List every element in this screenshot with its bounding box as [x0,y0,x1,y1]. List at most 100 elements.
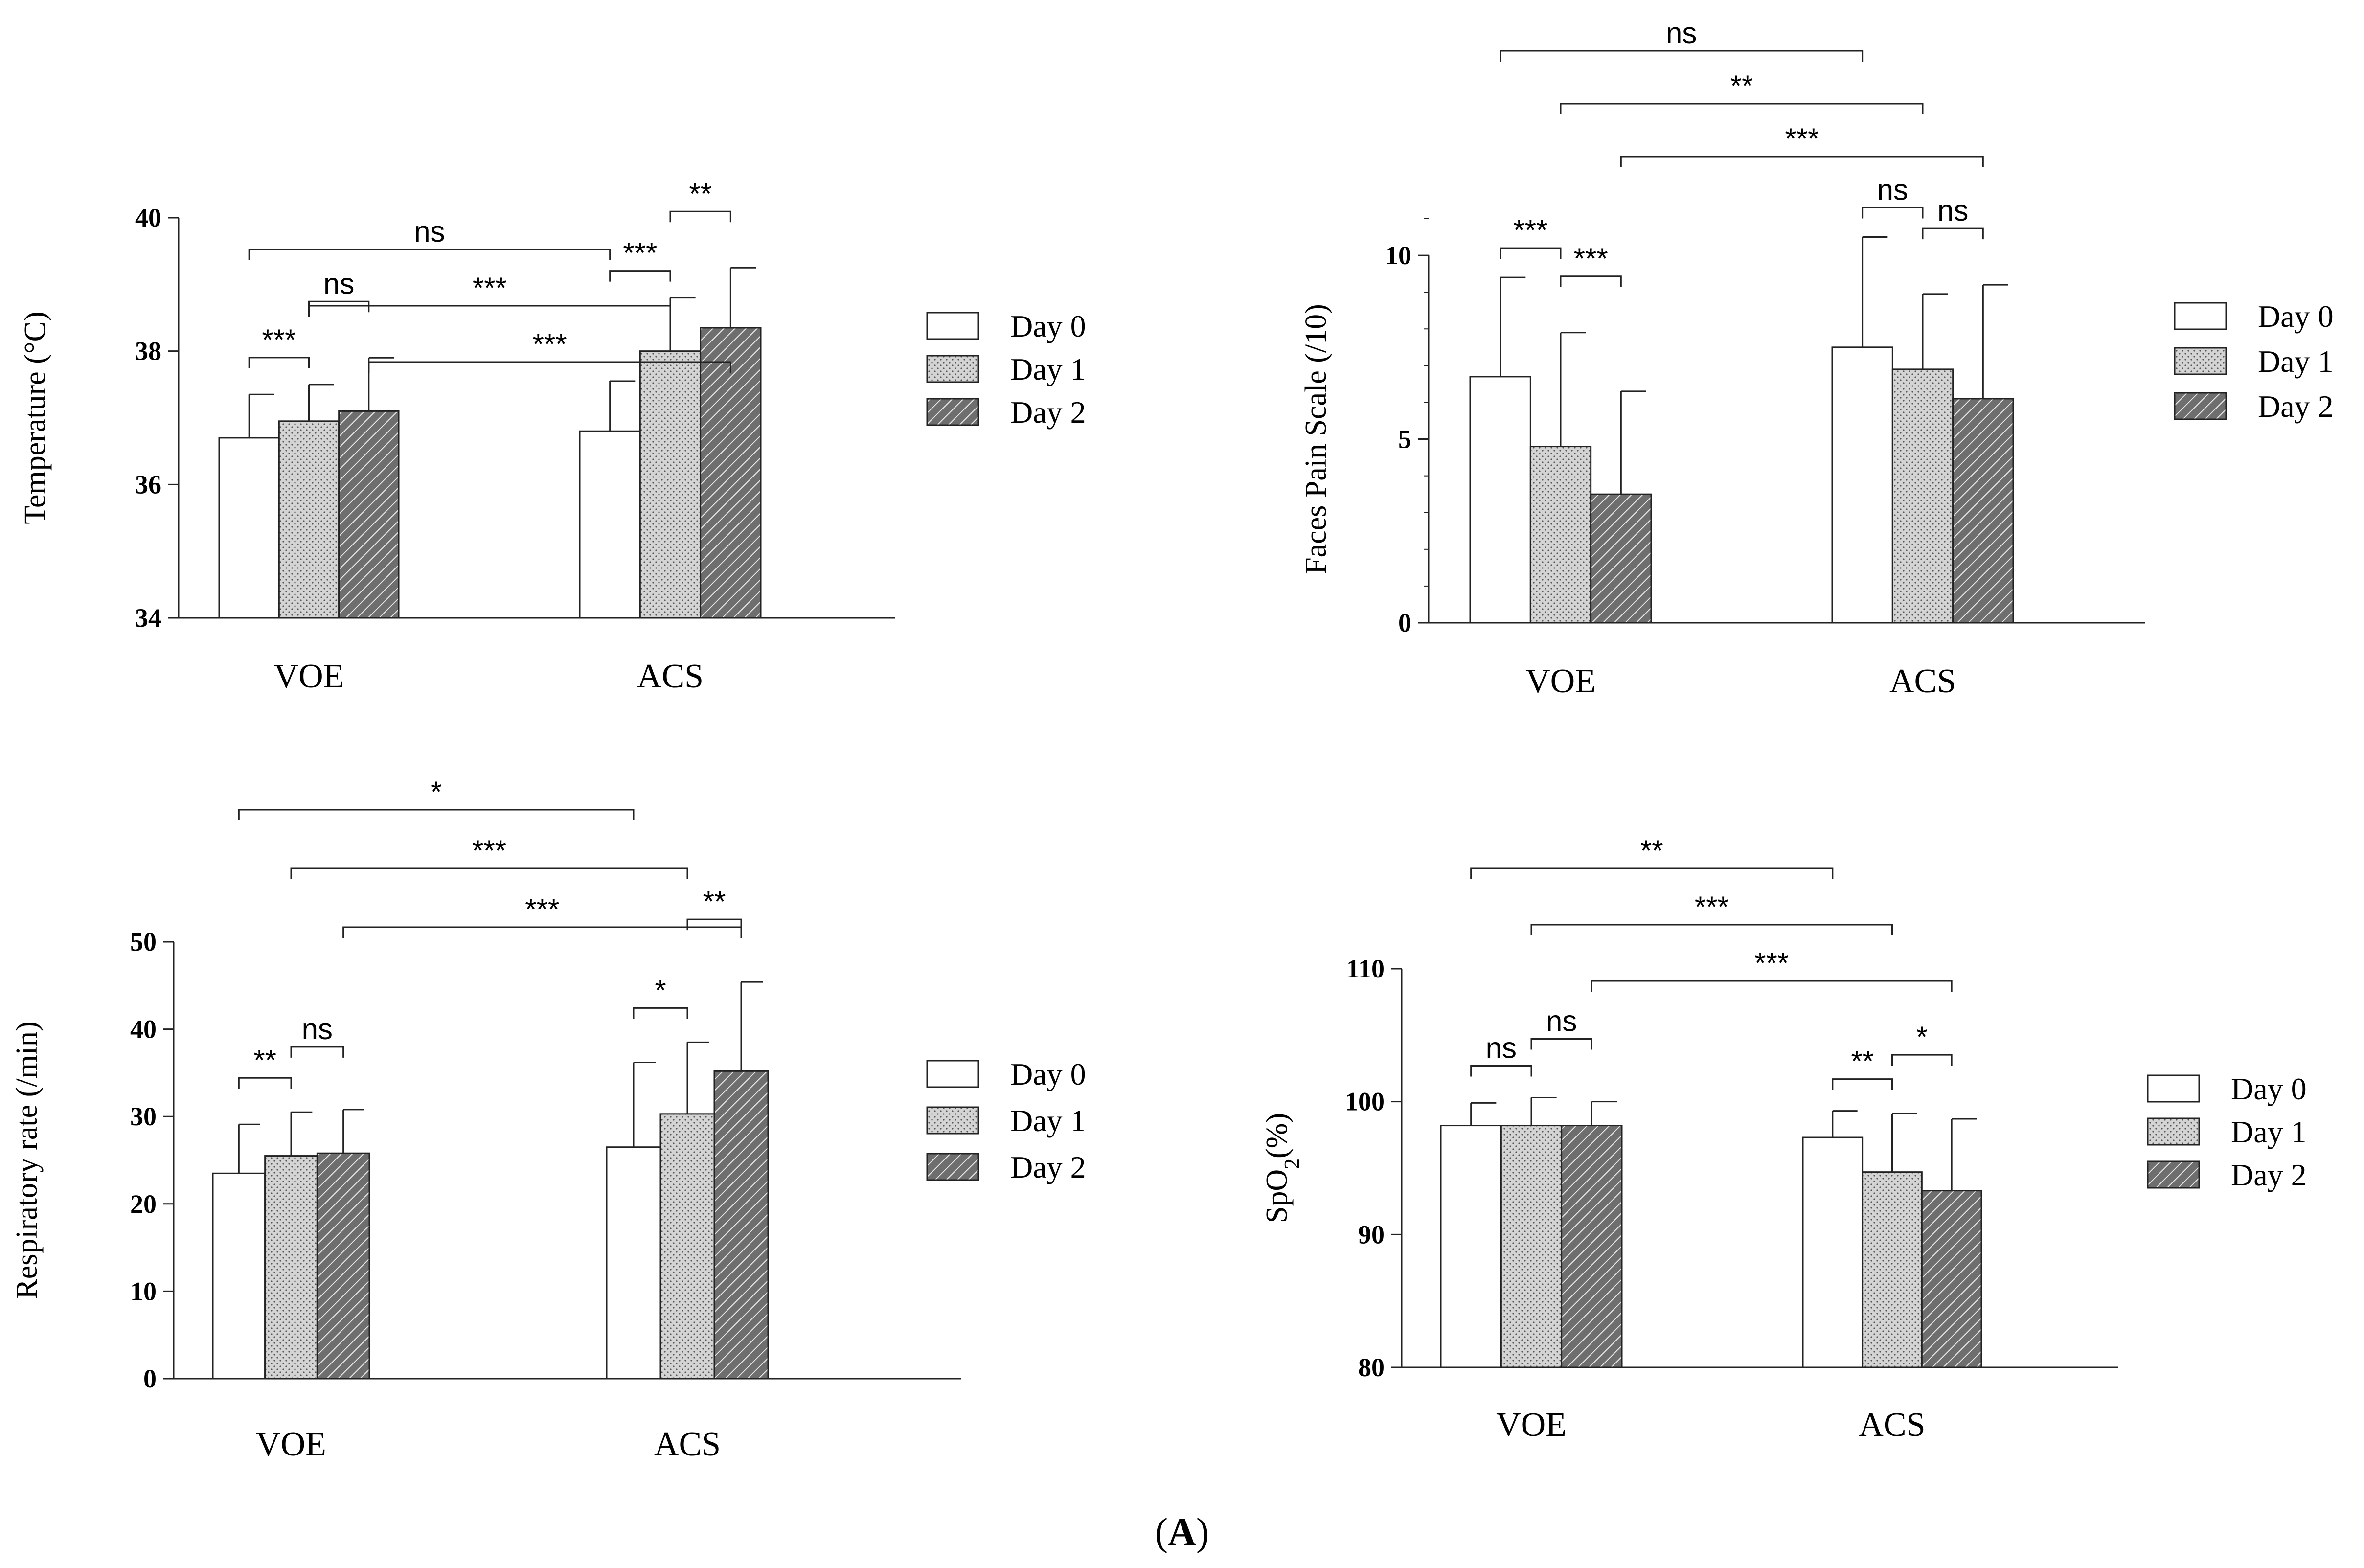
significance-label: ** [253,1044,276,1076]
significance-bracket [248,249,611,260]
significance-label: * [655,974,666,1006]
y-tick-label: 0 [1398,608,1411,637]
significance-bracket [290,1046,344,1058]
y-tick-label: 38 [135,337,161,366]
bar-acs-day-1 [1891,368,1954,624]
significance-label: ** [1640,834,1663,867]
significance-bracket [1591,980,1953,992]
y-tick-label: 40 [135,203,161,232]
significance-bracket [633,1007,688,1019]
significance-label: *** [472,834,506,867]
significance-bracket [1530,1038,1592,1050]
y-tick-label: 0 [143,1364,157,1393]
legend-label-day-0: Day 0 [2231,1071,2307,1106]
legend-label-day-1: Day 1 [1010,352,1086,386]
y-axis-label-main: Temperature (°C) [19,311,52,524]
significance-bracket [308,300,370,313]
y-axis-label-main: Faces Pain Scale (/10) [1299,304,1333,574]
figure-label-open: ( [1155,1511,1168,1554]
legend-label-day-1: Day 1 [2231,1114,2307,1149]
significance-bracket [368,361,731,373]
bar-acs-day-2 [713,1070,769,1380]
legend-swatch-day-0 [2174,302,2227,330]
bar-voe-day-2 [1590,493,1652,624]
figure-label-letter: A [1168,1511,1196,1554]
legend-swatch-day-1 [926,1106,979,1135]
significance-bracket [1500,247,1562,259]
significance-label: *** [623,237,657,270]
category-label-acs: ACS [1889,662,1956,700]
bar-voe-day-0 [1469,376,1531,624]
significance-label: *** [1754,947,1789,979]
bar-voe-day-1 [1500,1125,1563,1368]
y-tick-label: 5 [1398,425,1411,454]
significance-label: * [431,775,442,808]
significance-bracket [1560,103,1924,114]
significance-label: ns [1486,1032,1517,1065]
legend-label-day-1: Day 1 [1010,1103,1086,1138]
bar-acs-day-2 [1921,1190,1982,1368]
y-tick-label: 110 [1346,954,1385,983]
bar-acs-day-2 [1952,398,2014,624]
legend-swatch-day-0 [926,1060,979,1088]
significance-label: *** [1695,890,1729,923]
category-label-acs: ACS [1859,1406,1925,1444]
significance-label: ns [323,267,354,300]
y-tick-label: 40 [130,1015,157,1044]
respiratory-rate-panel: 0 10 20 30 40 50 Respiratory rate (/min) VOE ACS… [10,775,1086,1463]
significance-bracket [1832,1078,1893,1090]
significance-bracket [342,926,742,938]
significance-label: *** [533,328,567,361]
legend-label-day-0: Day 0 [1010,309,1086,343]
bar-voe-day-0 [212,1172,266,1380]
significance-bracket [248,357,310,368]
significance-label: ** [703,885,726,918]
category-label-voe: VOE [256,1426,326,1463]
category-label-voe: VOE [1525,662,1596,700]
bar-acs-day-0 [606,1146,661,1380]
legend-label-day-2: Day 2 [1010,1150,1086,1184]
significance-label: *** [1513,214,1547,247]
significance-label: * [1916,1021,1928,1053]
y-axis-label: Faces Pain Scale (/10) [1299,304,1333,574]
bar-acs-day-1 [1862,1171,1923,1368]
bar-acs-day-1 [659,1113,715,1380]
significance-label: *** [1574,242,1608,275]
bar-voe-day-2 [338,410,400,619]
significance-label: *** [1785,122,1819,155]
significance-bracket [609,270,671,282]
legend-swatch-day-2 [926,398,979,426]
bar-acs-day-0 [579,430,641,619]
significance-bracket [238,1077,292,1089]
legend-swatch-day-2 [2174,392,2227,420]
category-label-acs: ACS [654,1426,721,1463]
significance-bracket [1891,1054,1953,1066]
y-axis-label: SpO2(%) [1260,1113,1304,1223]
significance-bracket [1862,207,1924,219]
legend-swatch-day-1 [2147,1117,2200,1146]
bar-voe-day-1 [1529,446,1592,624]
legend-swatch-day-1 [2174,347,2227,375]
legend-label-day-0: Day 0 [1010,1057,1086,1091]
y-tick-label: 50 [130,927,157,956]
legend-swatch-day-0 [2147,1074,2200,1103]
significance-bracket [238,809,635,820]
significance-bracket [1500,50,1864,62]
legend-swatch-day-1 [926,355,979,383]
bar-voe-day-2 [316,1152,370,1380]
significance-label: *** [473,272,507,304]
bar-voe-day-1 [278,420,340,619]
significance-label: ** [1730,69,1753,102]
y-axis-label-subscript: 2 [1280,1159,1304,1169]
legend-label-day-0: Day 0 [2258,299,2334,334]
category-label-voe: VOE [1496,1406,1567,1444]
y-tick-label: 20 [130,1189,157,1219]
bar-voe-day-1 [264,1155,318,1380]
bar-acs-day-0 [1802,1136,1864,1368]
y-axis-label: Temperature (°C) [19,311,52,524]
y-axis-label-unit: (%) [1260,1113,1294,1159]
y-tick-label: 36 [135,470,161,499]
